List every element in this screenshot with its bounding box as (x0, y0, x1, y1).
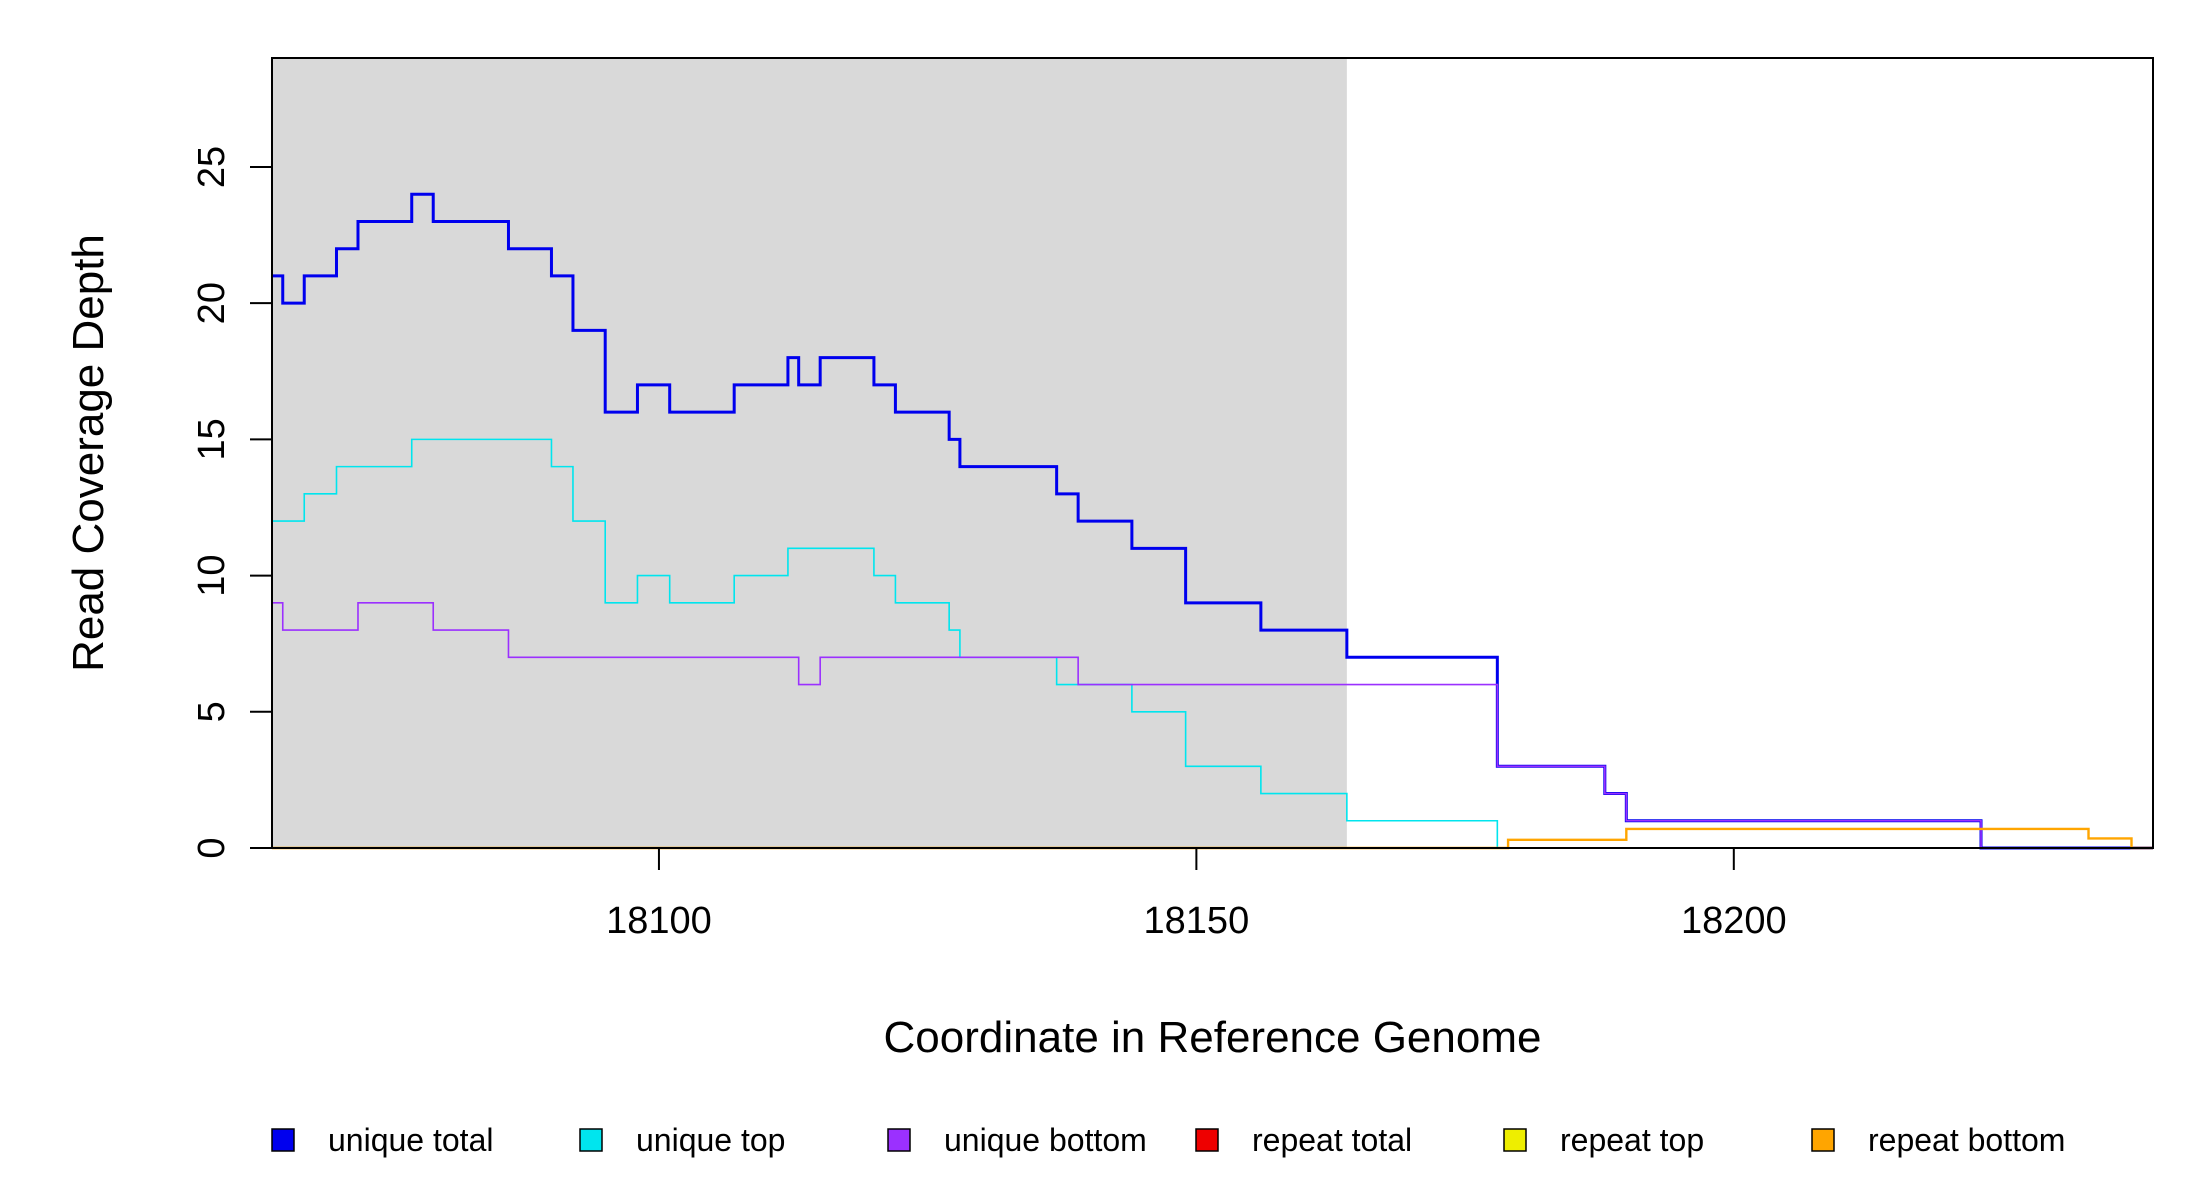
y-tick-label: 20 (191, 282, 233, 324)
legend-label: repeat total (1252, 1122, 1412, 1158)
y-tick-label: 5 (191, 701, 233, 722)
series-line-repeat-bottom (272, 827, 2153, 850)
legend: unique total unique top unique bottom repea… (271, 1122, 2065, 1158)
legend-swatch (1811, 1128, 1835, 1152)
x-axis-title: Coordinate in Reference Genome (884, 1013, 1542, 1062)
x-tick-label: 18150 (1144, 900, 1250, 942)
x-axis: 18100 18150 18200 (606, 848, 1787, 942)
legend-label: unique total (328, 1122, 493, 1158)
legend-swatch (887, 1128, 911, 1152)
legend-label: repeat top (1560, 1122, 1704, 1158)
y-tick-label: 15 (191, 418, 233, 460)
legend-swatch (579, 1128, 603, 1152)
series-line-unique-top (272, 438, 2153, 849)
highlight-region (272, 58, 1347, 848)
legend-label: unique bottom (944, 1122, 1147, 1158)
legend-label: unique top (636, 1122, 785, 1158)
plot-frame (271, 57, 2154, 849)
x-tick-label: 18200 (1681, 900, 1787, 942)
highlight-layer (272, 58, 1347, 848)
legend-label: repeat bottom (1868, 1122, 2065, 1158)
y-tick-label: 25 (191, 146, 233, 188)
series-line-unique-total (272, 192, 2153, 850)
legend-swatch (1503, 1128, 1527, 1152)
legend-swatch (1195, 1128, 1219, 1152)
y-axis-title: Read Coverage Depth (64, 234, 113, 672)
y-tick-label: 0 (191, 837, 233, 858)
x-tick-label: 18100 (606, 900, 712, 942)
y-tick-label: 10 (191, 554, 233, 596)
series-line-unique-bottom (272, 602, 2153, 849)
y-axis: 0 5 10 15 20 25 (191, 146, 272, 859)
legend-swatch (271, 1128, 295, 1152)
